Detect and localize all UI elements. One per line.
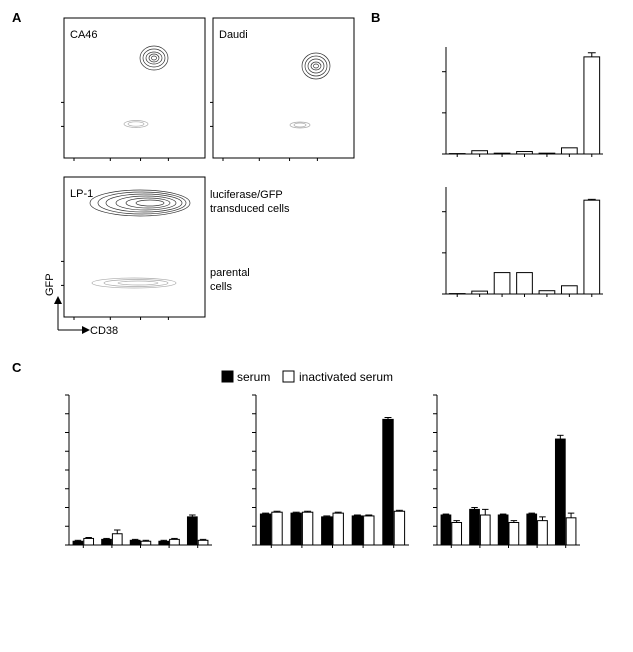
chart-lysis-lp1 — [433, 394, 580, 548]
bar-inactivated-serum — [479, 514, 491, 546]
flow-plot-lp1: LP-1 — [63, 176, 206, 318]
legend: serum inactivated serum — [221, 370, 393, 384]
flow-plot-frame — [63, 17, 206, 159]
bar-inactivated-serum — [508, 522, 520, 546]
flow-plot-frame — [63, 176, 206, 318]
flow-axis-ticks — [61, 101, 169, 161]
parental-annotation-line1: parental — [210, 267, 250, 279]
flow-plot-label: LP-1 — [70, 188, 93, 200]
bar-inactivated-serum — [169, 538, 180, 546]
gfp-positive-contour — [89, 189, 191, 217]
bar-serum — [554, 438, 566, 546]
bar-serum — [351, 515, 364, 546]
panel-label-b: B — [371, 10, 380, 25]
bar — [561, 285, 578, 295]
bar — [583, 56, 601, 155]
bar-serum — [186, 516, 198, 546]
bar-inactivated-serum — [301, 511, 314, 546]
bar-inactivated-serum — [197, 539, 209, 546]
bar-inactivated-serum — [537, 520, 548, 546]
bar-serum — [321, 516, 333, 546]
bar-inactivated-serum — [332, 512, 344, 546]
flow-axis-ticks — [210, 101, 318, 161]
chart-cd59 — [442, 47, 603, 157]
bar-serum — [497, 514, 509, 546]
transduced-annotation-line1: luciferase/GFP — [210, 189, 283, 201]
bar — [561, 147, 578, 155]
transduced-annotation-line2: transduced cells — [210, 203, 290, 215]
gfp-negative-contour — [91, 277, 177, 289]
gfp-negative-contour — [123, 120, 149, 128]
bar-serum — [469, 508, 480, 546]
chart-lysis-daudi — [252, 394, 409, 548]
legend-label-inactivated: inactivated serum — [299, 370, 393, 384]
gfp-positive-contour — [139, 45, 169, 71]
bar — [471, 290, 488, 295]
gfp-negative-contour — [289, 121, 311, 129]
legend-label-serum: serum — [237, 370, 270, 384]
cd38-axis-label: CD38 — [90, 325, 118, 337]
flow-axis-ticks — [61, 260, 169, 320]
bar-serum — [382, 418, 394, 546]
flow-plot-label: Daudi — [219, 29, 248, 41]
flow-axis-arrows: GFP CD38 — [44, 273, 118, 337]
bar — [493, 272, 511, 295]
bar-serum — [259, 513, 272, 546]
flow-plot-frame — [212, 17, 355, 159]
bar — [471, 150, 488, 155]
bar-inactivated-serum — [83, 537, 95, 546]
bar-serum — [290, 512, 302, 546]
bar-serum — [129, 539, 141, 546]
bar — [538, 290, 556, 295]
bar-inactivated-serum — [393, 510, 406, 546]
bar-inactivated-serum — [451, 522, 463, 546]
bar — [538, 152, 556, 155]
flow-plot-daudi: Daudi — [212, 17, 355, 159]
flow-plot-ca46: CA46 — [63, 17, 206, 159]
chart-cd55 — [442, 187, 603, 297]
gfp-positive-contour — [301, 52, 331, 80]
bar — [516, 272, 533, 295]
parental-annotation-line2: cells — [210, 281, 233, 293]
panel-label-a: A — [12, 10, 22, 25]
legend-swatch-serum — [221, 370, 234, 383]
bar-inactivated-serum — [271, 511, 283, 546]
flow-plot-label: CA46 — [70, 29, 98, 41]
bar-inactivated-serum — [565, 517, 577, 546]
legend-swatch-inactivated — [282, 370, 295, 383]
bar-serum — [158, 540, 170, 546]
panel-label-c: C — [12, 360, 22, 375]
bar — [583, 199, 601, 295]
bar-serum — [101, 538, 112, 546]
gfp-axis-label: GFP — [44, 273, 56, 296]
chart-lysis-ca46 — [65, 394, 212, 548]
bar-serum — [526, 513, 538, 546]
bar-inactivated-serum — [111, 533, 123, 546]
bar-serum — [72, 540, 84, 546]
bar-serum — [440, 514, 452, 546]
bar — [516, 151, 533, 155]
bar-inactivated-serum — [140, 540, 152, 546]
bar — [493, 152, 511, 155]
bar-inactivated-serum — [363, 515, 375, 546]
